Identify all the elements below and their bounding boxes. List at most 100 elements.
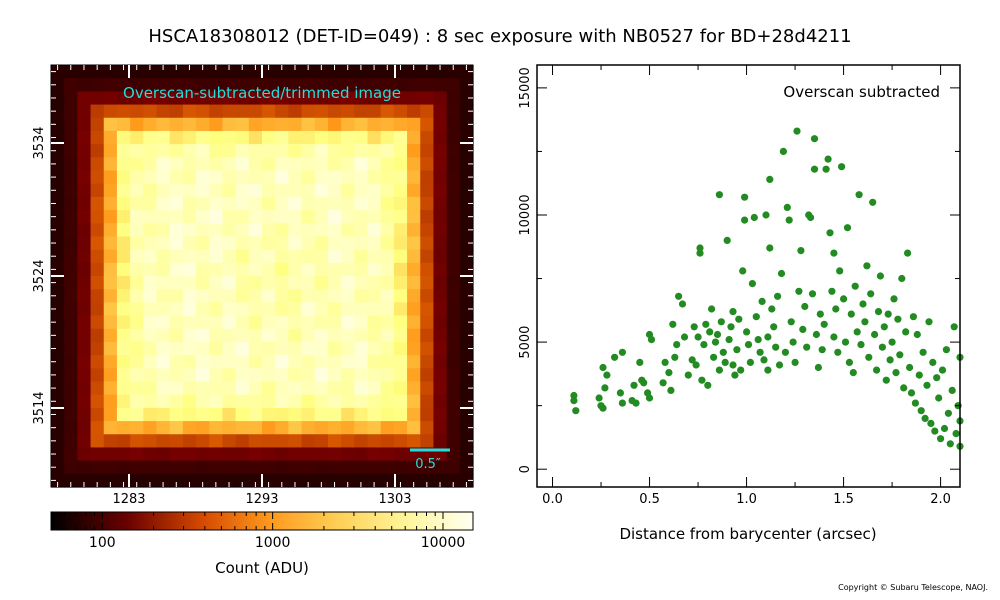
image-pixel — [314, 447, 329, 462]
image-pixel — [64, 460, 78, 475]
image-pixel — [248, 170, 263, 185]
image-pixel — [90, 249, 105, 264]
image-pixel — [433, 104, 448, 119]
image-pixel — [182, 130, 197, 145]
image-pixel — [367, 381, 382, 396]
image-pixel — [459, 460, 474, 475]
image-pixel — [156, 407, 171, 422]
image-pixel — [143, 183, 158, 198]
image-pixel — [235, 460, 250, 475]
image-pixel — [222, 434, 237, 449]
image-pixel — [433, 223, 448, 238]
image-pixel — [433, 91, 448, 106]
image-pixel — [156, 210, 171, 224]
image-pixel — [130, 262, 144, 277]
image-pixel — [327, 473, 342, 488]
image-pixel — [209, 236, 224, 251]
image-pixel — [248, 78, 263, 92]
image-pixel — [393, 170, 408, 185]
scatter-y-tick-label: 5000 — [518, 326, 533, 359]
image-pixel — [103, 302, 118, 317]
image-pixel — [420, 249, 435, 264]
image-pixel — [288, 236, 303, 251]
image-pixel — [196, 289, 210, 303]
image-pixel — [248, 434, 263, 449]
image-pixel — [459, 341, 474, 356]
image-pixel — [420, 104, 435, 119]
image-pixel — [156, 447, 171, 462]
image-pixel — [275, 447, 289, 462]
scatter-point — [717, 318, 725, 326]
image-pixel — [248, 104, 263, 119]
scatter-point — [754, 336, 762, 344]
image-pixel — [103, 104, 118, 119]
scatter-point — [793, 127, 801, 135]
image-pixel — [235, 447, 250, 462]
image-pixel — [262, 276, 276, 290]
image-pixel — [143, 130, 158, 145]
scatter-x-tick-label: 0.0 — [542, 492, 563, 507]
image-pixel — [169, 368, 184, 383]
scatter-point — [640, 379, 648, 387]
image-pixel — [77, 262, 92, 277]
image-pixel — [407, 91, 421, 106]
image-pixel — [380, 157, 395, 172]
scatter-point — [801, 302, 809, 311]
scatter-point — [783, 203, 791, 211]
image-pixel — [407, 262, 421, 277]
image-pixel — [327, 91, 342, 106]
image-pixel — [420, 144, 435, 158]
image-pixel — [275, 394, 289, 409]
scatter-point — [595, 394, 603, 402]
image-pixel — [235, 328, 250, 343]
image-pixel — [90, 91, 105, 106]
image-pixel — [288, 447, 303, 462]
image-pixel — [446, 104, 461, 119]
scatter-point — [867, 290, 875, 298]
scatter-point — [737, 366, 745, 374]
image-pixel — [314, 302, 329, 317]
image-pixel — [64, 341, 78, 356]
image-pixel — [90, 289, 105, 303]
image-pixel — [156, 381, 171, 396]
image-pixel — [301, 276, 316, 290]
image-pixel — [327, 183, 342, 198]
image-pixel — [77, 368, 92, 383]
scatter-point — [950, 323, 958, 331]
image-pixel — [235, 65, 250, 79]
image-pixel — [90, 394, 105, 409]
image-pixel — [459, 144, 474, 158]
image-y-tick-label: 3524 — [32, 259, 47, 292]
image-pixel — [235, 249, 250, 264]
image-pixel — [77, 236, 92, 251]
image-pixel — [262, 355, 276, 369]
image-pixel — [222, 289, 237, 303]
image-pixel — [301, 144, 316, 158]
image-pixel — [275, 144, 289, 158]
image-pixel — [156, 473, 171, 488]
image-pixel — [275, 381, 289, 396]
image-pixel — [143, 210, 158, 224]
image-pixel — [314, 368, 329, 383]
image-pixel — [182, 78, 197, 92]
image-pixel — [169, 407, 184, 422]
scatter-point — [876, 272, 885, 280]
image-pixel — [90, 223, 105, 238]
scatter-point — [743, 328, 751, 336]
image-pixel — [248, 262, 263, 277]
scatter-point — [942, 346, 951, 354]
image-pixel — [196, 473, 210, 488]
image-pixel — [222, 381, 237, 396]
image-pixel — [209, 144, 224, 158]
image-pixel — [169, 473, 184, 488]
colorbar: 100 1000 10000 Count (ADU) — [50, 511, 474, 577]
scatter-point — [855, 191, 863, 199]
image-pixel — [288, 91, 303, 106]
image-pixel — [209, 104, 224, 119]
image-pixel — [90, 434, 105, 449]
image-pixel — [367, 262, 382, 277]
image-pixel — [156, 355, 171, 369]
image-pixel — [143, 91, 158, 106]
image-pixel — [222, 421, 237, 435]
image-pixel — [90, 157, 105, 172]
